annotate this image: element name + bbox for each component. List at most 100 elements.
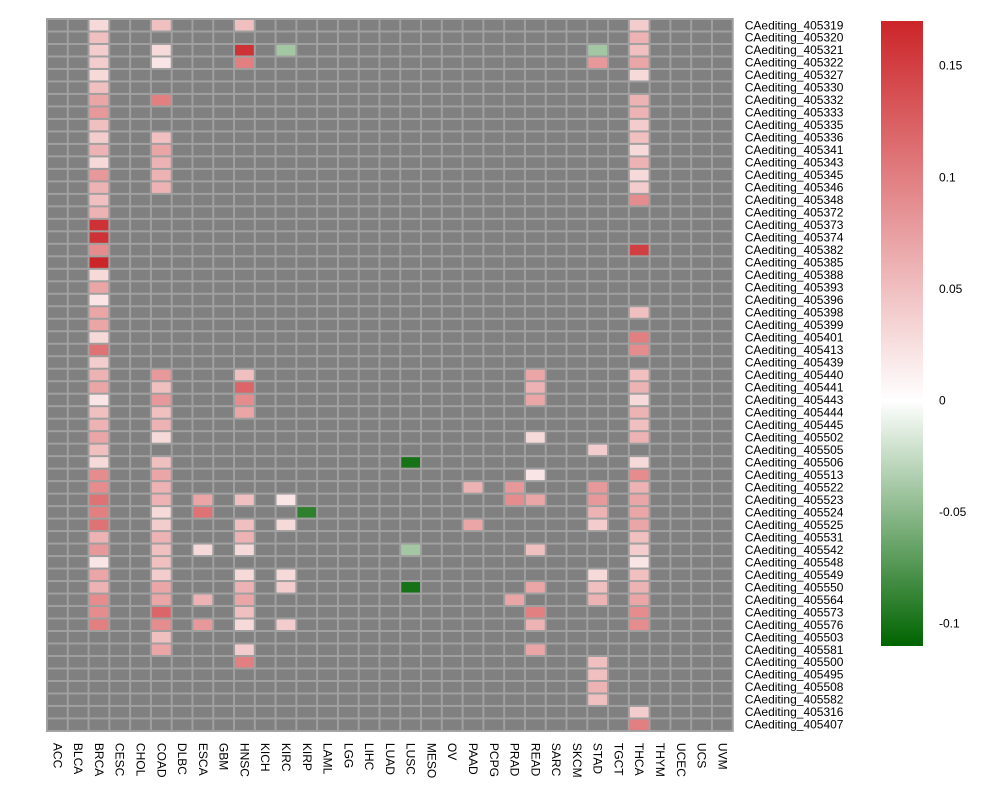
heatmap-cell — [48, 532, 67, 543]
heatmap-cell — [484, 407, 504, 418]
heatmap-cell — [650, 282, 670, 293]
heatmap-cell — [609, 32, 628, 43]
heatmap-cell — [235, 469, 254, 481]
heatmap-cell — [214, 144, 234, 156]
heatmap-cell — [442, 394, 462, 406]
heatmap-cell — [712, 644, 732, 655]
heatmap-cell — [131, 532, 150, 543]
heatmap-cell: CAediting_405503 / COAD: 0.05 — [151, 632, 171, 643]
heatmap-cell: CAediting_405396 / BRCA: 0.02 — [89, 294, 109, 306]
heatmap-cell — [48, 257, 67, 268]
heatmap-cell — [172, 382, 192, 393]
heatmap-cell: CAediting_405336 / THCA: 0.05 — [629, 132, 649, 143]
heatmap-cell — [525, 407, 545, 418]
heatmap-cell — [380, 44, 400, 56]
heatmap-cell — [318, 632, 337, 643]
heatmap-cell: CAediting_405439 / BRCA: 0.04 — [89, 357, 109, 368]
heatmap-cell — [214, 307, 234, 318]
heatmap-cell — [297, 244, 317, 256]
heatmap-cell — [380, 307, 400, 318]
heatmap-cell — [297, 632, 317, 643]
heatmap-cell — [318, 407, 337, 418]
heatmap-cell — [609, 594, 628, 606]
heatmap-cell — [110, 244, 130, 256]
heatmap-cell — [484, 107, 504, 118]
heatmap-cell — [401, 32, 421, 43]
heatmap-cell — [255, 607, 275, 618]
heatmap-cell — [214, 681, 234, 693]
heatmap-row: CAediting_405372 / BRCA: 0.06 — [48, 207, 732, 218]
heatmap-cell — [359, 507, 379, 518]
heatmap-cell — [110, 344, 130, 356]
heatmap-cell — [401, 94, 421, 106]
heatmap-row: CAediting_405548 / BRCA: 0.02CAediting_4… — [48, 557, 732, 568]
heatmap-cell — [359, 319, 379, 331]
heatmap-cell — [380, 182, 400, 193]
heatmap-cell — [172, 44, 192, 56]
heatmap-cell — [276, 669, 296, 680]
heatmap-cell — [318, 182, 337, 193]
heatmap-cell — [214, 69, 234, 81]
heatmap-cell — [338, 719, 358, 730]
heatmap-cell — [401, 494, 421, 506]
heatmap-cell — [297, 407, 317, 418]
heatmap-cell — [463, 269, 483, 281]
heatmap-cell — [297, 681, 317, 693]
heatmap-cell — [68, 669, 88, 680]
heatmap-cell — [712, 407, 732, 418]
heatmap-cell — [484, 532, 504, 543]
heatmap-cell — [546, 82, 566, 93]
heatmap-cell — [442, 407, 462, 418]
heatmap-cell — [463, 432, 483, 443]
heatmap-cell — [692, 557, 711, 568]
heatmap-cell — [567, 207, 587, 218]
heatmap-cell: CAediting_405502 / READ: 0.03 — [525, 432, 545, 443]
heatmap-cell — [401, 632, 421, 643]
heatmap-cell — [380, 282, 400, 293]
heatmap-row: CAediting_405505 / BRCA: 0.05CAediting_4… — [48, 444, 732, 456]
heatmap-cell — [401, 307, 421, 318]
heatmap-cell — [442, 332, 462, 343]
heatmap-cell — [338, 182, 358, 193]
heatmap-cell — [380, 407, 400, 418]
heatmap-cell — [318, 319, 337, 331]
heatmap-cell — [650, 482, 670, 493]
heatmap-cell — [276, 644, 296, 655]
heatmap-cell — [68, 32, 88, 43]
heatmap-cell — [193, 32, 213, 43]
heatmap-cell: CAediting_405445 / THCA: 0.05 — [629, 419, 649, 431]
heatmap-cell — [276, 307, 296, 318]
heatmap-cell — [68, 357, 88, 368]
heatmap-row: CAediting_405407 / THCA: 0.1 — [48, 719, 732, 730]
heatmap-cell — [276, 57, 296, 68]
heatmap-cell — [692, 344, 711, 356]
heatmap-cell — [525, 132, 545, 143]
heatmap-cell — [442, 357, 462, 368]
heatmap-cell: CAediting_405581 / HNSC: 0.04 — [235, 644, 254, 655]
heatmap-cell — [255, 319, 275, 331]
heatmap-cell — [297, 144, 317, 156]
heatmap-cell — [712, 57, 732, 68]
heatmap-cell — [401, 569, 421, 581]
heatmap-cell — [359, 469, 379, 481]
heatmap-cell — [505, 32, 524, 43]
heatmap-cell — [318, 369, 337, 381]
heatmap-cell — [48, 169, 67, 181]
heatmap-cell — [297, 132, 317, 143]
heatmap-cell: CAediting_405522 / THCA: 0.06 — [629, 482, 649, 493]
heatmap-cell — [193, 394, 213, 406]
heatmap-cell — [505, 644, 524, 655]
heatmap-cell — [131, 119, 150, 131]
heatmap-cell — [567, 94, 587, 106]
heatmap-cell — [68, 544, 88, 556]
row-label: CAediting_405513 — [745, 468, 844, 482]
heatmap-cell — [692, 44, 711, 56]
heatmap-cell: CAediting_405441 / HNSC: 0.12 — [235, 382, 254, 393]
heatmap-cell — [567, 494, 587, 506]
heatmap-cell: CAediting_405440 / HNSC: 0.05 — [235, 369, 254, 381]
heatmap-cell: CAediting_405385 / BRCA: 0.17 — [89, 257, 109, 268]
heatmap-cell — [650, 494, 670, 506]
heatmap-cell: CAediting_405502 / BRCA: 0.07 — [89, 432, 109, 443]
heatmap-cell — [214, 232, 234, 243]
heatmap-cell — [255, 407, 275, 418]
